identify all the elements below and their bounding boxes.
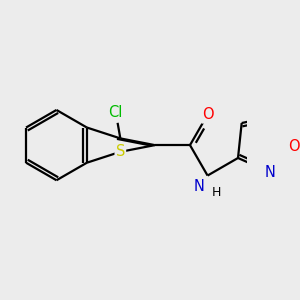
Text: O: O [288,139,299,154]
Text: H: H [212,186,221,199]
Text: S: S [116,144,125,159]
Text: N: N [193,179,204,194]
Text: Cl: Cl [109,105,123,120]
Text: O: O [202,107,214,122]
Text: N: N [265,165,275,180]
